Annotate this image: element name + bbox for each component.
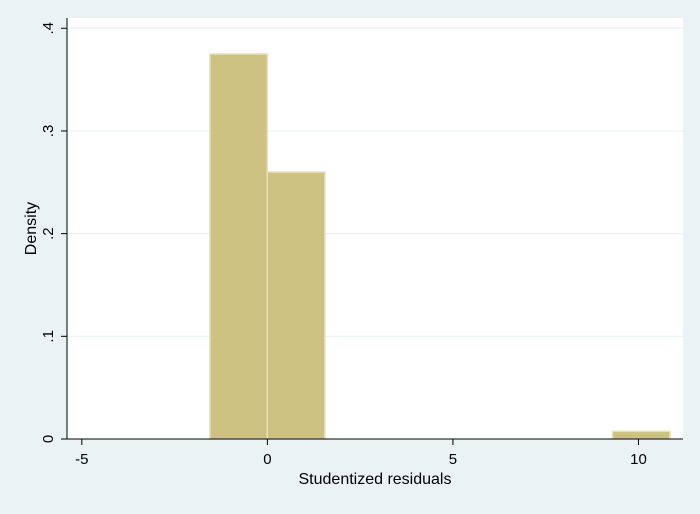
x-tick-label: 10 [630,451,647,468]
histogram-bar [266,171,326,440]
y-tick-label: .3 [40,125,57,138]
y-axis-title: Density [23,202,40,255]
histogram-bar [611,430,671,440]
x-tick-label: 5 [449,451,457,468]
y-tick-label: .4 [40,22,57,35]
plot-area [67,18,683,439]
histogram-bar [209,53,269,440]
y-tick-label: 0 [40,435,57,443]
x-axis-title: Studentized residuals [299,471,452,488]
y-tick-label: .2 [40,227,57,240]
x-tick-label: -5 [75,451,88,468]
gridlines [67,27,683,337]
axes: -5 0 5 10 0 .1 .2 .3 .4 [40,18,683,468]
y-tick-label: .1 [40,330,57,343]
x-tick-label: 0 [263,451,271,468]
